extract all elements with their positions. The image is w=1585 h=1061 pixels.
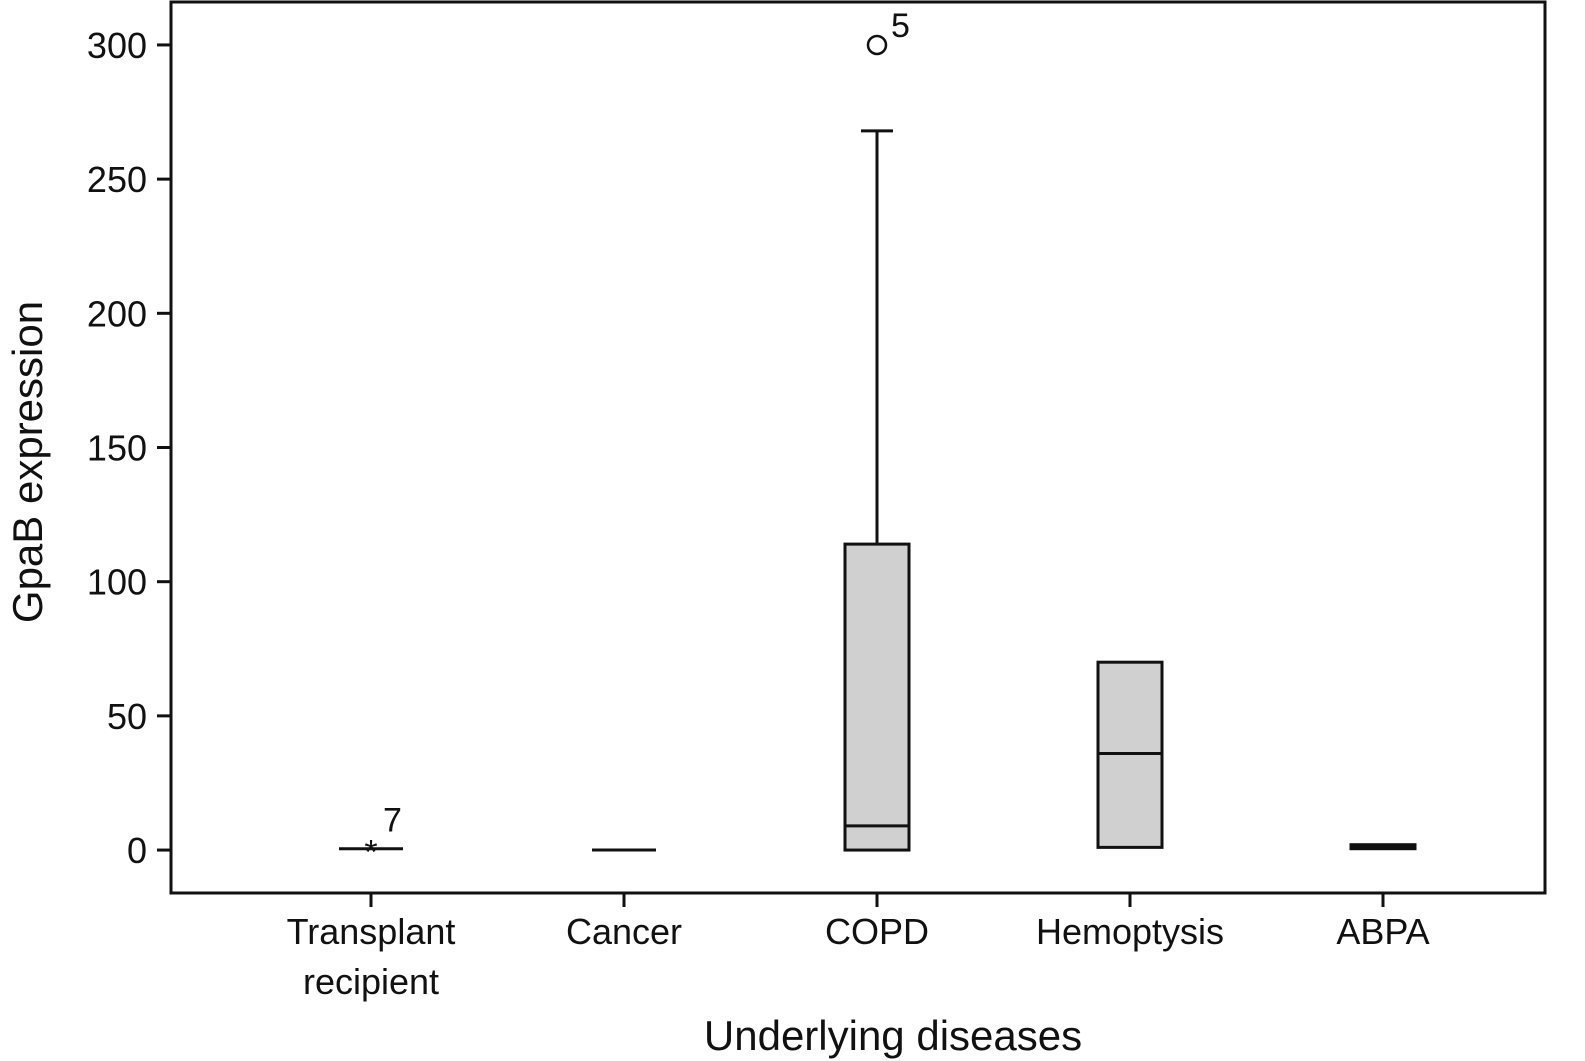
outlier-marker (866, 34, 888, 56)
box-group: 5 (843, 7, 911, 852)
x-tick-label: ABPA (1336, 911, 1429, 952)
outlier-label: 5 (891, 7, 910, 45)
y-tick-label: 100 (87, 562, 147, 603)
boxes: *7 5 (339, 7, 1417, 871)
y-tick-label: 250 (87, 159, 147, 200)
outlier-marker: * (364, 833, 377, 871)
y-tick-label: 300 (87, 25, 147, 66)
y-axis: 0 50 100 150 200 250 300 (87, 25, 171, 871)
x-axis: Transplant recipient Cancer COPD Hemoptysis A… (287, 893, 1430, 1002)
box-group: *7 (339, 801, 403, 871)
y-tick-label: 150 (87, 428, 147, 469)
outlier-label: 7 (383, 801, 402, 839)
x-tick-label: Transplant (287, 911, 456, 952)
x-tick-label: Hemoptysis (1036, 911, 1224, 952)
box (843, 542, 911, 852)
y-tick-label: 200 (87, 293, 147, 334)
x-tick-label: Cancer (566, 911, 682, 952)
x-tick-label: recipient (303, 961, 439, 1002)
box-group (1096, 660, 1164, 849)
x-tick-label: COPD (825, 911, 929, 952)
y-tick-label: 0 (127, 830, 147, 871)
y-tick-label: 50 (107, 696, 147, 737)
x-axis-title: Underlying diseases (704, 1012, 1082, 1059)
y-axis-title: GpaB expression (4, 301, 51, 623)
box-group (1349, 843, 1417, 851)
